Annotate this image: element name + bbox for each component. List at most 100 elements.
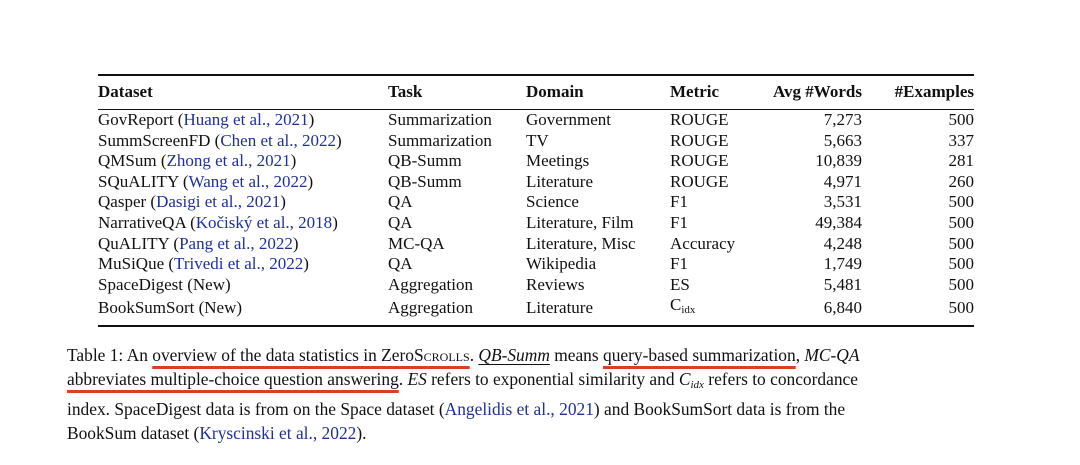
task-cell: Summarization: [388, 110, 492, 129]
avg-words-cell: 7,273: [823, 110, 862, 129]
metric-cell: ROUGE: [670, 151, 729, 171]
header-metric: Metric: [670, 82, 720, 101]
metric-cell: ROUGE: [670, 110, 729, 129]
highlight-overview: overview of the data statistics in ZeroS…: [152, 345, 469, 365]
dataset-name: BookSumSort: [98, 297, 195, 317]
domain-cell: Literature, Misc: [526, 233, 636, 253]
avg-words-cell: 4,971: [823, 171, 862, 191]
avg-words-cell: 10,839: [815, 151, 862, 171]
caption-text: .: [469, 345, 479, 365]
dataset-name: QuALITY: [98, 233, 170, 253]
citation-link[interactable]: Wang et al., 2022: [188, 171, 308, 191]
caption-text: ,: [795, 345, 805, 365]
header-domain: Domain: [526, 82, 584, 101]
caption-text: ) and BookSumSort data is from the: [593, 399, 846, 419]
caption-line-3: index. SpaceDigest data is from on the S…: [67, 397, 1012, 421]
new-note: (New): [187, 274, 231, 294]
examples-cell: 500: [948, 254, 975, 274]
avg-words-cell: 1,749: [823, 254, 862, 274]
header-row: Dataset Task Domain Metric Avg #Words #E…: [98, 76, 974, 102]
caption-text: refers to exponential similarity and: [426, 369, 679, 389]
header-examples: #Examples: [894, 82, 974, 101]
avg-words-cell: 5,663: [823, 130, 862, 150]
dataset-name: SQuALITY: [98, 171, 179, 191]
caption-text: overview of the data statistics in Zero: [152, 345, 414, 365]
table-row: SQuALITY (Wang et al., 2022) QB-Summ Lit…: [98, 171, 975, 191]
task-cell: Aggregation: [388, 297, 473, 317]
domain-cell: Literature: [526, 297, 594, 317]
citation-link[interactable]: Kočiský et al., 2018: [195, 212, 333, 232]
examples-cell: 500: [948, 212, 975, 232]
table-row: QMSum (Zhong et al., 2021) QB-Summ Meeti…: [98, 151, 974, 171]
header-avg-words: Avg #Words: [773, 82, 862, 101]
zeroscrolls-smallcaps: Scrolls: [414, 345, 470, 365]
domain-cell: Meetings: [526, 151, 590, 171]
task-cell: QA: [388, 254, 413, 274]
citation-link[interactable]: Trivedi et al., 2022: [174, 254, 304, 274]
citation-link[interactable]: Huang et al., 2021: [183, 110, 309, 129]
caption-text: BookSum dataset (: [67, 423, 200, 443]
caption-text: refers to concordance: [703, 369, 858, 389]
domain-cell: Literature: [526, 171, 594, 191]
header-rule: [98, 109, 974, 110]
metric-cell: F1: [670, 254, 688, 274]
table-caption: Table 1: An overview of the data statist…: [67, 343, 1012, 445]
c-subscript: idx: [690, 379, 704, 391]
caption-text: An: [126, 345, 153, 365]
table-row: SpaceDigest (New) Aggregation Reviews ES…: [98, 275, 974, 296]
dataset-name: GovReport: [98, 110, 174, 129]
examples-cell: 260: [948, 171, 975, 191]
table-row: Qasper (Dasigi et al., 2021) QA Science …: [98, 192, 975, 212]
table-row: SummScreenFD (Chen et al., 2022) Summari…: [98, 130, 975, 150]
domain-cell: TV: [526, 130, 549, 150]
task-cell: Summarization: [388, 130, 492, 150]
dataset-name: SummScreenFD: [98, 130, 211, 150]
top-rule: [98, 74, 974, 76]
task-cell: QA: [388, 212, 413, 232]
dataset-name: MuSiQue: [98, 254, 165, 274]
citation-link[interactable]: Kryscinski et al., 2022: [199, 423, 357, 443]
dataset-name: NarrativeQA: [98, 212, 186, 232]
task-cell: MC-QA: [388, 233, 445, 253]
task-cell: Aggregation: [388, 274, 473, 294]
metric-cell: F1: [670, 192, 688, 212]
highlight-abbreviates: abbreviates multiple-choice question ans…: [67, 369, 399, 389]
avg-words-cell: 5,481: [823, 274, 862, 294]
domain-cell: Science: [526, 192, 579, 212]
caption-text: .: [398, 369, 408, 389]
header-dataset: Dataset: [98, 82, 153, 101]
caption-text: index. SpaceDigest data is from on the S…: [67, 399, 445, 419]
caption-text: ).: [356, 423, 367, 443]
avg-words-cell: 6,840: [823, 297, 862, 317]
avg-words-cell: 3,531: [823, 192, 862, 212]
examples-cell: 500: [948, 233, 975, 253]
metric-cell: ES: [670, 274, 690, 294]
metric-cell: F1: [670, 212, 688, 232]
metric-subscript: idx: [681, 304, 696, 317]
examples-cell: 500: [948, 192, 975, 212]
new-note: (New): [198, 297, 243, 317]
term-qb-summ: QB-Summ: [478, 345, 550, 365]
domain-cell: Wikipedia: [526, 254, 597, 274]
table-row: GovReport (Huang et al., 2021) Summariza…: [98, 110, 974, 129]
table-row: BookSumSort (New) Aggregation Literature…: [98, 295, 974, 321]
examples-cell: 337: [948, 130, 975, 150]
citation-link[interactable]: Dasigi et al., 2021: [156, 192, 281, 212]
table-row: NarrativeQA (Kočiský et al., 2018) QA Li…: [98, 212, 975, 232]
domain-cell: Government: [526, 110, 611, 129]
metric-main: C: [670, 295, 682, 315]
stats-table: Dataset Task Domain Metric Avg #Words #E…: [98, 74, 974, 327]
citation-link[interactable]: Angelidis et al., 2021: [444, 399, 594, 419]
citation-link[interactable]: Chen et al., 2022: [220, 130, 336, 150]
avg-words-cell: 49,384: [815, 212, 862, 232]
table-row: MuSiQue (Trivedi et al., 2022) QA Wikipe…: [98, 254, 975, 274]
caption-line-4: BookSum dataset (Kryscinski et al., 2022…: [67, 421, 1012, 445]
citation-link[interactable]: Zhong et al., 2021: [166, 151, 291, 171]
examples-cell: 500: [948, 274, 975, 294]
dataset-name: QMSum: [98, 151, 157, 171]
caption-line-1: Table 1: An overview of the data statist…: [67, 343, 1012, 367]
metric-cell: ROUGE: [670, 171, 729, 191]
domain-cell: Literature, Film: [526, 212, 634, 232]
term-c-idx: Cidx: [679, 369, 704, 391]
citation-link[interactable]: Pang et al., 2022: [179, 233, 293, 253]
